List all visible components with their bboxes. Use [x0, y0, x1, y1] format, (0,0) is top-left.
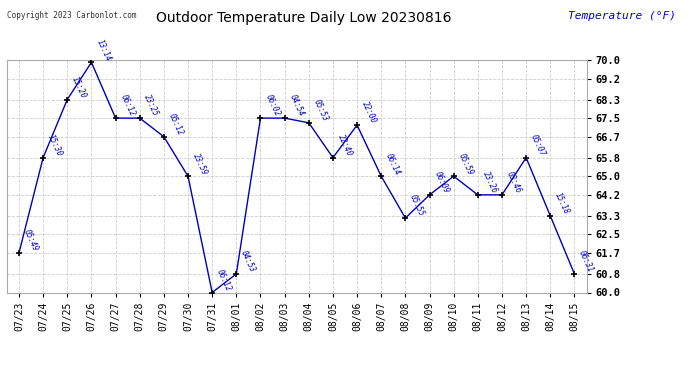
Text: 15:30: 15:30 [46, 133, 64, 158]
Text: 13:14: 13:14 [95, 38, 112, 63]
Text: 04:53: 04:53 [239, 249, 257, 274]
Text: 03:46: 03:46 [505, 170, 523, 195]
Text: Copyright 2023 Carbonlot.com: Copyright 2023 Carbonlot.com [7, 11, 137, 20]
Text: 06:14: 06:14 [384, 152, 402, 176]
Text: 05:12: 05:12 [167, 112, 185, 137]
Text: 06:09: 06:09 [433, 170, 451, 195]
Text: 22:00: 22:00 [360, 100, 378, 125]
Text: 04:54: 04:54 [288, 93, 306, 118]
Text: 06:31: 06:31 [578, 249, 595, 274]
Text: 06:02: 06:02 [264, 93, 282, 118]
Text: 22:40: 22:40 [336, 133, 354, 158]
Text: 06:12: 06:12 [119, 93, 137, 118]
Text: 05:53: 05:53 [312, 98, 330, 123]
Text: 15:18: 15:18 [553, 191, 571, 216]
Text: 15:20: 15:20 [70, 75, 88, 100]
Text: 05:07: 05:07 [529, 133, 547, 158]
Text: Temperature (°F): Temperature (°F) [568, 11, 676, 21]
Text: 05:49: 05:49 [22, 228, 40, 253]
Text: 23:26: 23:26 [481, 170, 499, 195]
Text: 06:12: 06:12 [215, 268, 233, 292]
Text: 23:59: 23:59 [191, 152, 209, 176]
Text: 05:59: 05:59 [457, 152, 475, 176]
Text: 23:25: 23:25 [143, 93, 161, 118]
Text: 05:55: 05:55 [408, 194, 426, 218]
Text: Outdoor Temperature Daily Low 20230816: Outdoor Temperature Daily Low 20230816 [156, 11, 451, 25]
